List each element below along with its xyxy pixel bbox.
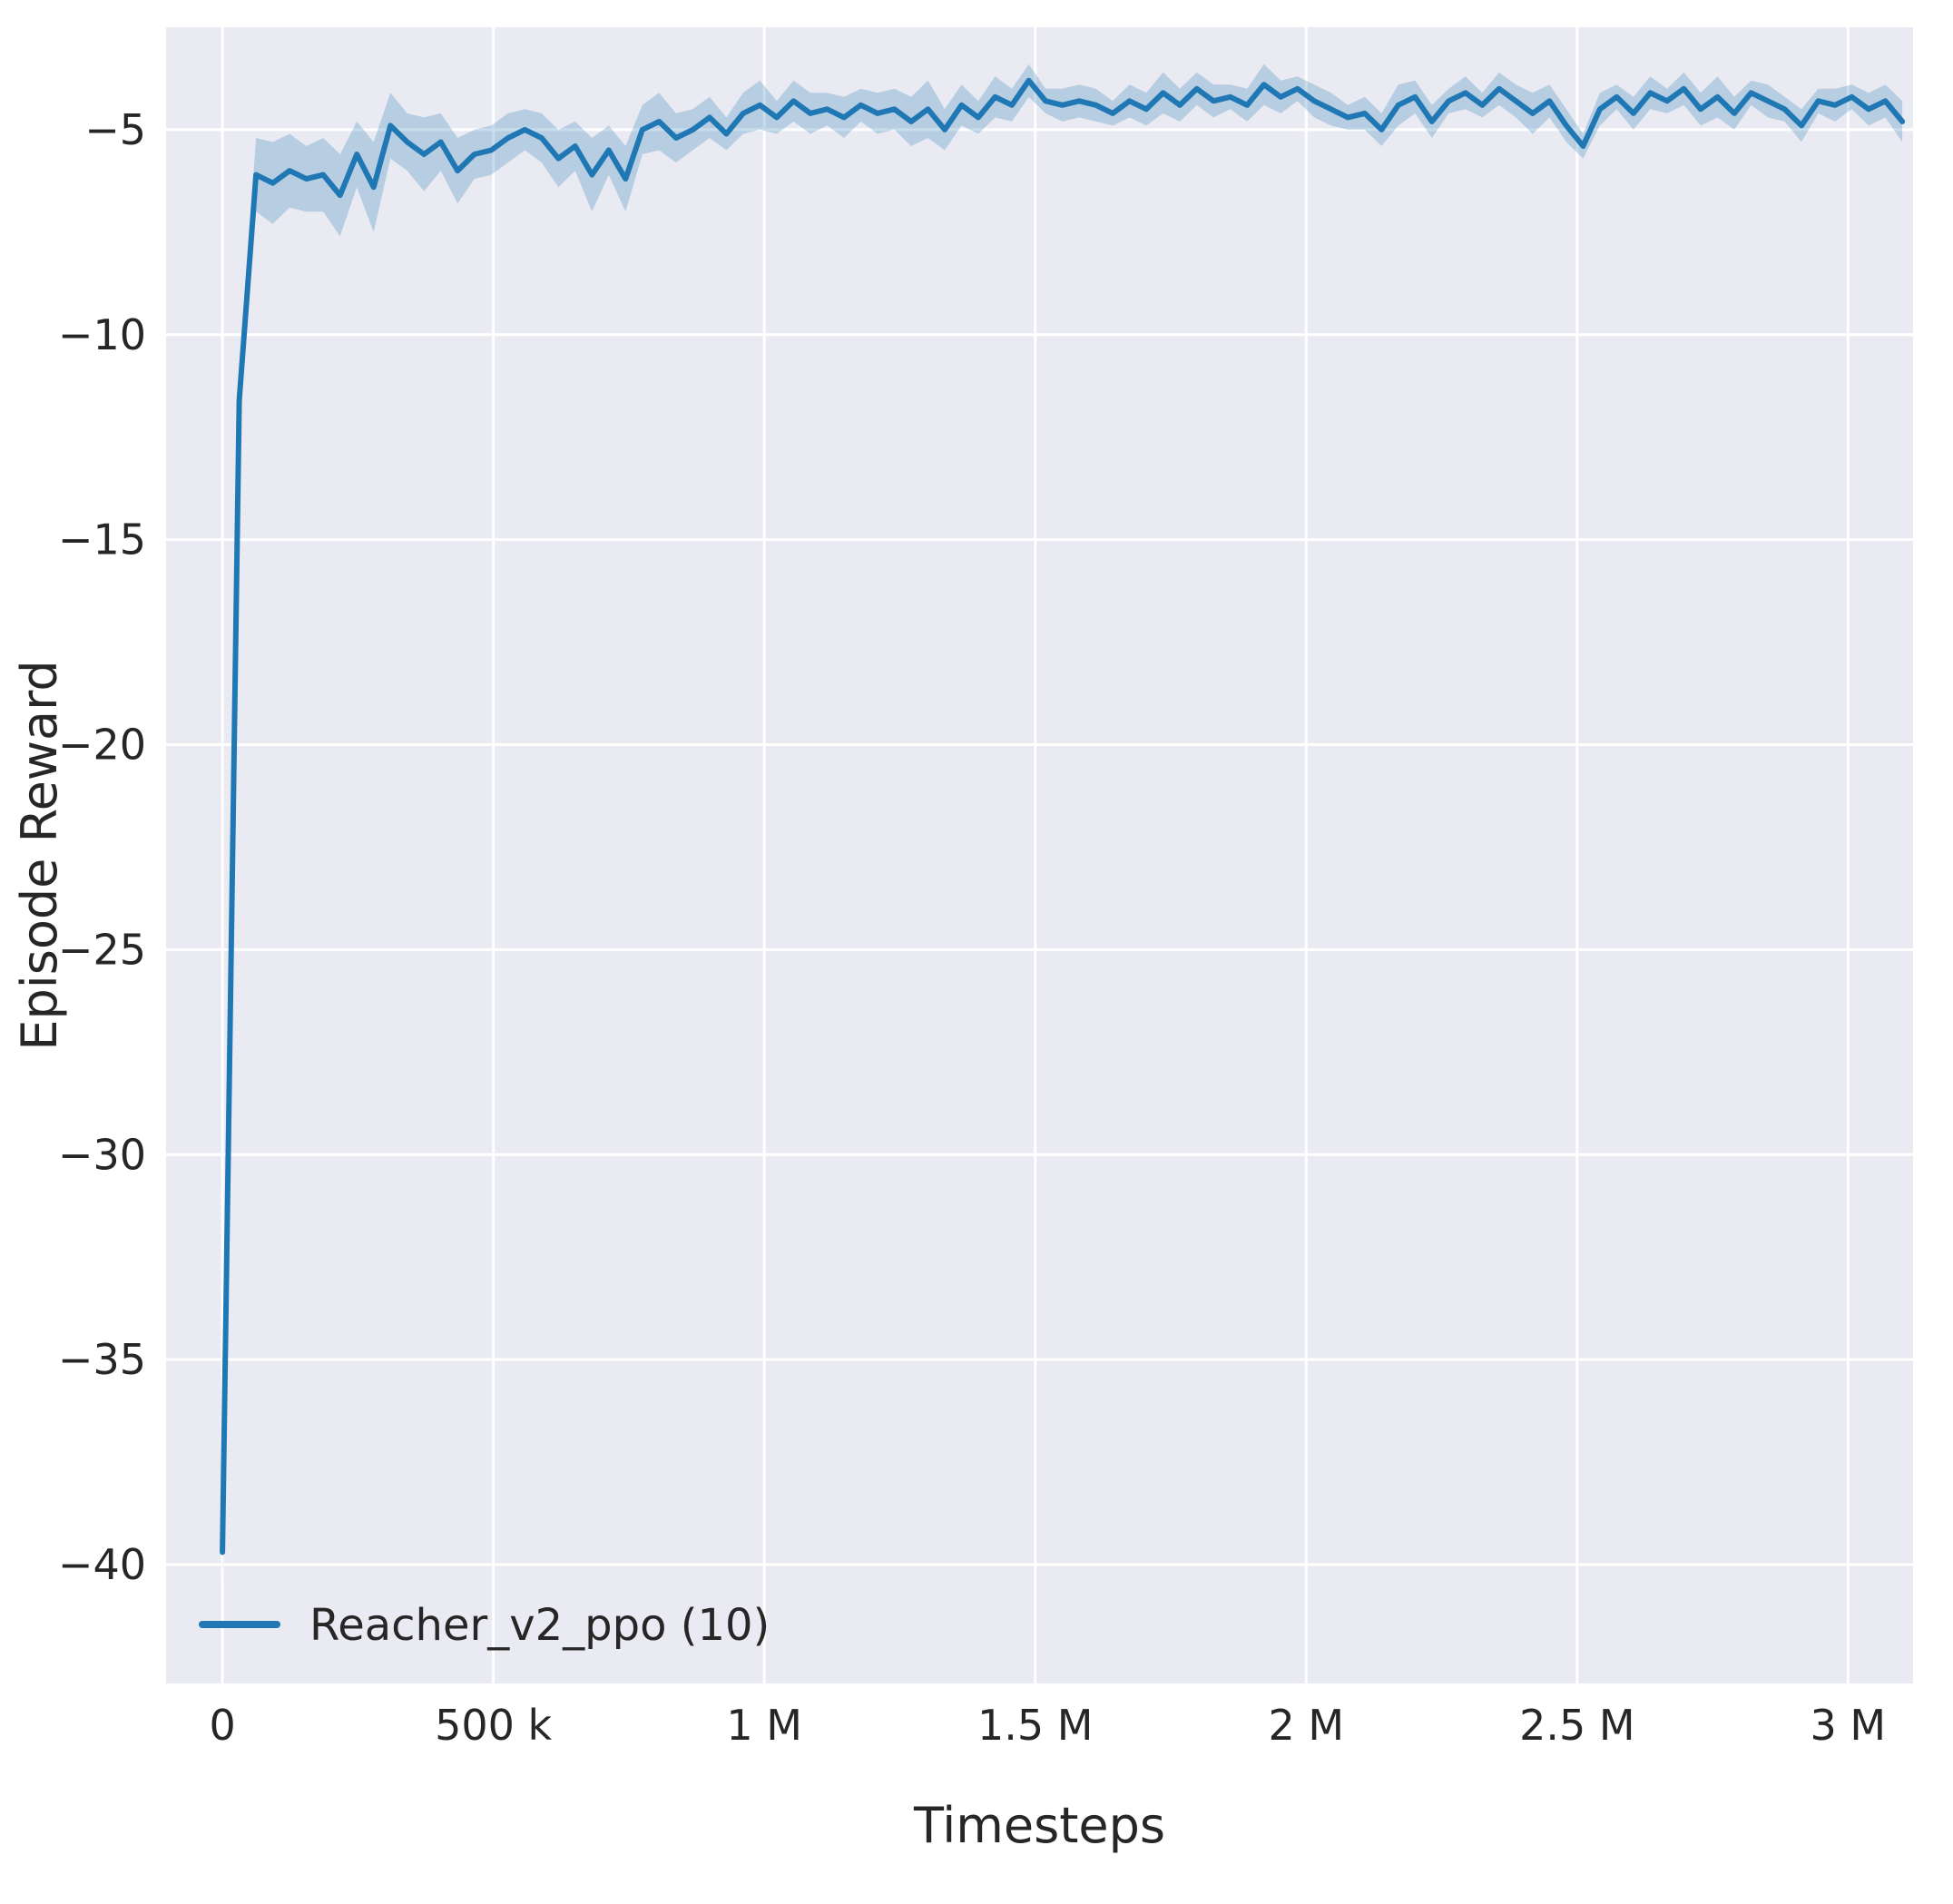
y-tick-label: −5: [84, 105, 146, 154]
x-axis-label: Timesteps: [913, 1797, 1165, 1854]
x-tick-label: 1 M: [726, 1701, 802, 1750]
y-tick-label: −40: [58, 1540, 146, 1589]
y-tick-label: −30: [58, 1130, 146, 1179]
x-tick-label: 3 M: [1811, 1701, 1887, 1750]
reward-line: [220, 77, 1906, 1556]
y-tick-label: −15: [58, 515, 146, 564]
x-tick-label: 2 M: [1268, 1701, 1344, 1750]
x-tick-label: 2.5 M: [1519, 1701, 1634, 1750]
plot-area: [166, 27, 1913, 1683]
y-tick-label: −25: [58, 925, 146, 974]
y-tick-label: −10: [58, 310, 146, 359]
legend-label: Reacher_v2_ppo (10): [309, 1600, 770, 1651]
x-tick-label: 1.5 M: [977, 1701, 1093, 1750]
y-tick-label: −20: [58, 721, 146, 770]
y-axis-label: Episode Reward: [11, 660, 68, 1050]
x-tick-label: 0: [209, 1701, 235, 1750]
x-tick-label: 500 k: [435, 1701, 552, 1750]
y-tick-label: −35: [58, 1335, 146, 1384]
